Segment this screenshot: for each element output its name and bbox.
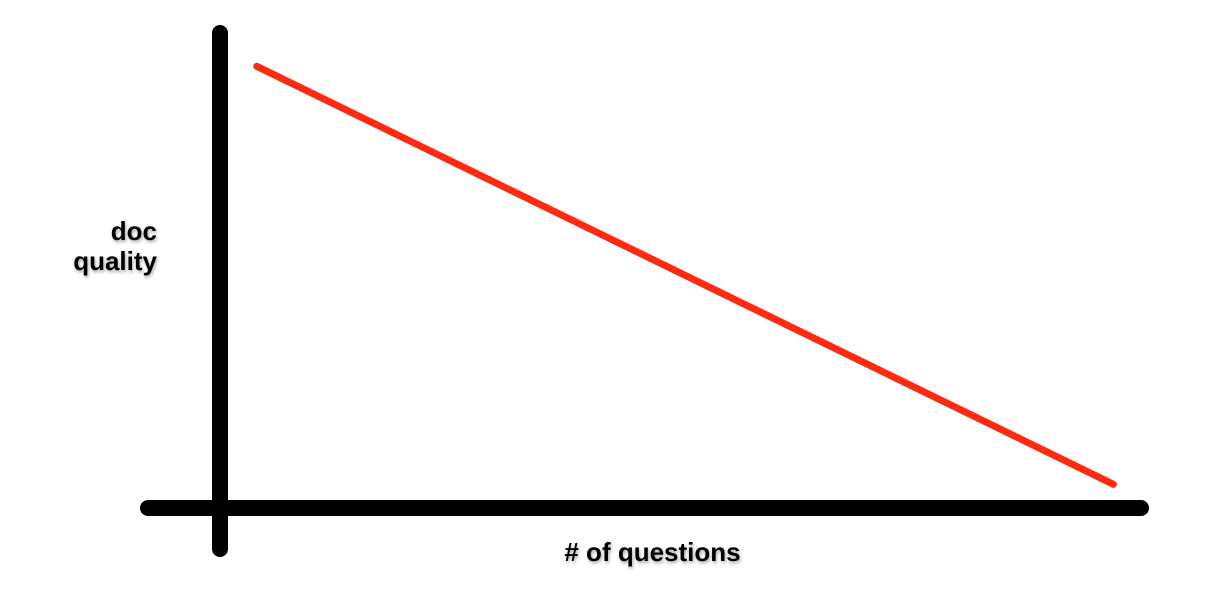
y-axis-label-line-2: quality xyxy=(73,245,157,276)
y-axis-label-line-1: doc xyxy=(110,216,157,246)
y-axis-label: doc quality xyxy=(73,216,157,277)
x-axis-label: # of questions xyxy=(564,537,741,567)
series-layer xyxy=(253,62,1117,488)
series-line-0 xyxy=(253,62,1117,488)
